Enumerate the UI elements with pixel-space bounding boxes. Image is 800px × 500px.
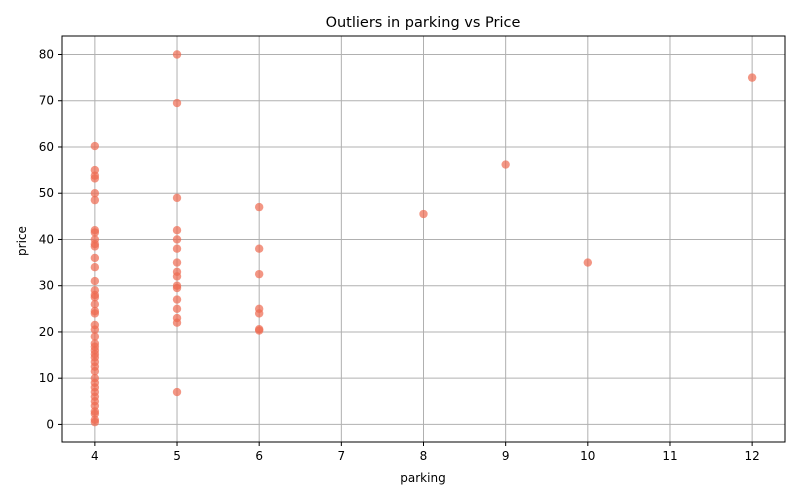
- data-point: [254, 269, 264, 279]
- x-axis-label: parking: [400, 471, 445, 485]
- data-point: [747, 73, 757, 82]
- x-tick-label: 6: [255, 449, 263, 463]
- data-point: [90, 293, 100, 302]
- x-tick-label: 12: [744, 449, 759, 463]
- data-point: [172, 235, 182, 244]
- data-point: [254, 244, 264, 253]
- x-tick-label: 10: [580, 449, 595, 463]
- data-points: [90, 50, 757, 427]
- y-tick-label: 60: [39, 140, 54, 154]
- x-tick-label: 5: [173, 449, 181, 463]
- chart-title: Outliers in parking vs Price: [326, 15, 521, 31]
- y-tick-label: 10: [39, 371, 54, 385]
- grid: [62, 36, 785, 442]
- data-point: [172, 98, 182, 108]
- x-axis-ticks: 4 5 6 7 8 9 10 11 12: [91, 442, 760, 463]
- data-point: [172, 50, 182, 59]
- data-point: [172, 193, 182, 203]
- data-point: [90, 300, 100, 309]
- data-point: [172, 244, 182, 253]
- data-point: [254, 326, 264, 335]
- data-point: [90, 325, 100, 334]
- data-point: [90, 263, 100, 272]
- x-tick-label: 11: [662, 449, 677, 463]
- data-point: [90, 195, 100, 205]
- y-tick-label: 30: [39, 279, 54, 293]
- data-point: [172, 283, 182, 293]
- y-tick-label: 80: [39, 47, 54, 61]
- data-point: [172, 226, 182, 235]
- y-axis-label: price: [15, 226, 29, 256]
- data-point: [90, 276, 100, 286]
- y-axis-ticks: 0 10 20 30 40 50 60 70 80: [39, 47, 62, 431]
- y-tick-label: 20: [39, 325, 54, 339]
- x-tick-label: 7: [338, 449, 346, 463]
- data-point: [90, 228, 100, 237]
- data-point: [90, 409, 100, 418]
- data-point: [583, 258, 593, 267]
- x-tick-label: 4: [91, 449, 99, 463]
- y-tick-label: 50: [39, 186, 54, 200]
- x-tick-label: 8: [420, 449, 428, 463]
- data-point: [419, 209, 428, 219]
- data-point: [90, 367, 100, 376]
- data-point: [90, 242, 100, 251]
- data-point: [90, 174, 100, 183]
- data-point: [254, 202, 264, 212]
- data-point: [90, 253, 100, 263]
- data-point: [172, 387, 182, 397]
- data-point: [172, 258, 182, 267]
- y-tick-label: 40: [39, 232, 54, 246]
- data-point: [501, 160, 510, 169]
- data-point: [172, 272, 182, 281]
- data-point: [90, 189, 100, 198]
- data-point: [172, 304, 182, 314]
- data-point: [172, 295, 182, 304]
- y-tick-label: 70: [39, 94, 54, 108]
- data-point: [90, 141, 100, 151]
- y-tick-label: 0: [46, 417, 54, 431]
- data-point: [90, 332, 100, 341]
- data-point: [254, 309, 264, 318]
- x-tick-label: 9: [502, 449, 510, 463]
- data-point: [90, 417, 100, 427]
- data-point: [172, 318, 182, 327]
- data-point: [90, 309, 100, 318]
